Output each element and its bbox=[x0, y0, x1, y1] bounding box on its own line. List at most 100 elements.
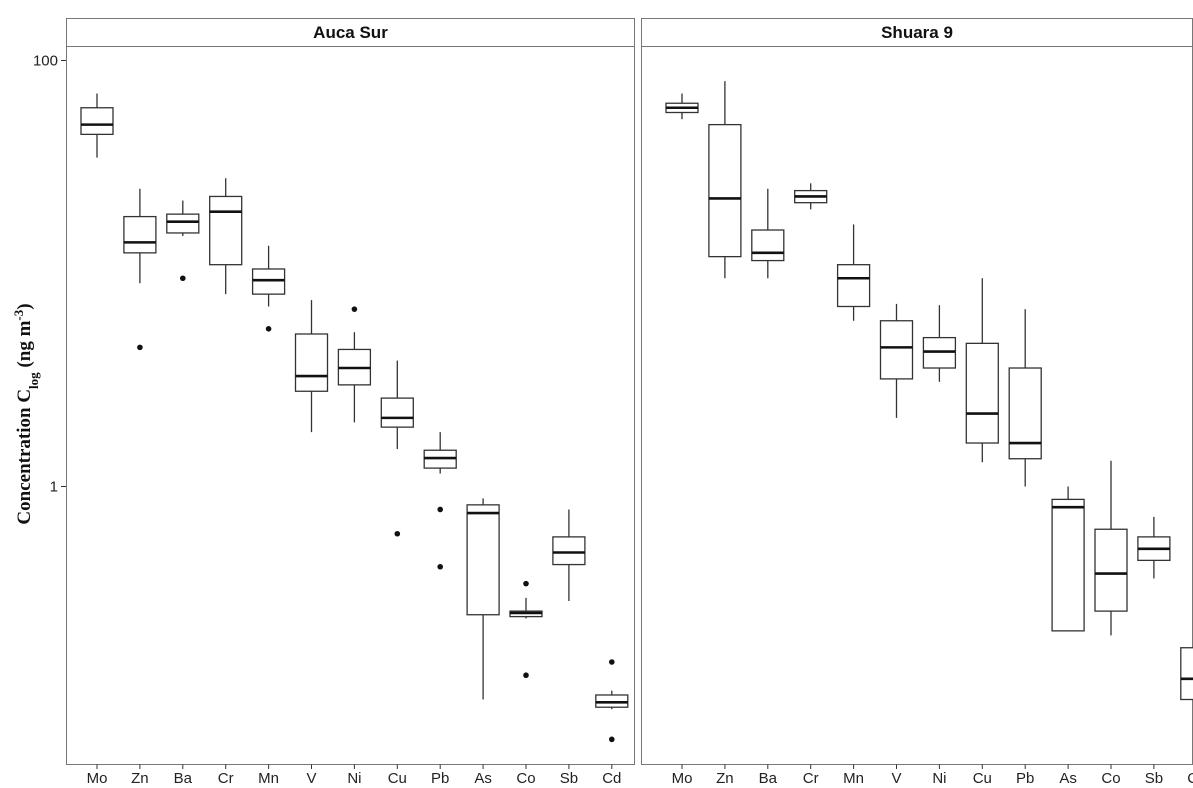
box-cr bbox=[209, 178, 243, 295]
panel-border bbox=[66, 46, 635, 765]
box-iqr bbox=[1094, 528, 1128, 612]
y-axis-label-subscript: log bbox=[26, 372, 41, 389]
outlier-point bbox=[265, 326, 272, 332]
box-zn bbox=[708, 81, 742, 279]
panel-boxes bbox=[665, 81, 1193, 701]
box-mo bbox=[80, 93, 114, 158]
box-ni bbox=[337, 306, 372, 423]
x-tick-label: Pb bbox=[431, 770, 449, 787]
x-tick-label: Ba bbox=[759, 770, 778, 787]
box-pb bbox=[423, 432, 457, 570]
outlier-point bbox=[523, 580, 529, 587]
y-axis-label: Concentration Clog (ng m-3) bbox=[11, 303, 41, 524]
panel-boxes bbox=[80, 93, 629, 743]
box-cd bbox=[595, 659, 629, 743]
x-tick-label: Mo bbox=[672, 770, 693, 787]
box-iqr bbox=[751, 229, 785, 262]
y-axis-label-prefix: Concentration C bbox=[14, 389, 35, 525]
box-as bbox=[466, 498, 500, 700]
outlier-point bbox=[437, 563, 444, 570]
box-sb bbox=[552, 509, 586, 602]
y-tick-label: 1 bbox=[50, 479, 58, 496]
outlier-point bbox=[137, 344, 143, 351]
y-axis-label-units-sup: -3 bbox=[11, 309, 26, 320]
panel-auca-sur: Auca Sur Mo Zn Ba Cr Mn V Ni Cu Pb As Co Sb Cd bbox=[66, 18, 635, 787]
box-iqr bbox=[123, 215, 157, 254]
box-cr bbox=[794, 183, 828, 210]
box-iqr bbox=[879, 320, 914, 380]
box-iqr bbox=[166, 213, 200, 234]
panel-title: Shuara 9 bbox=[881, 23, 953, 42]
x-tick-label: Sb bbox=[560, 770, 578, 787]
y-axis: 100 1 bbox=[33, 53, 66, 496]
x-tick-label: Pb bbox=[1016, 770, 1034, 787]
box-as bbox=[1051, 486, 1085, 632]
x-tick-label: Ba bbox=[174, 770, 193, 787]
outlier-point bbox=[437, 506, 444, 513]
box-iqr bbox=[380, 397, 414, 428]
box-v bbox=[294, 300, 329, 433]
box-iqr bbox=[466, 504, 500, 616]
box-v bbox=[879, 303, 914, 418]
x-tick-label: V bbox=[891, 770, 901, 787]
box-cu bbox=[965, 278, 999, 463]
box-iqr bbox=[294, 333, 329, 392]
box-cd bbox=[1180, 647, 1193, 701]
outlier-point bbox=[609, 659, 615, 665]
panel-title: Auca Sur bbox=[313, 23, 388, 42]
panel-strip bbox=[66, 18, 635, 47]
x-tick-label: Cd bbox=[602, 770, 621, 787]
panel-shuara-9: Shuara 9 Mo Zn Ba Cr Mn V Ni Cu Pb As Co Sb Cd bbox=[641, 18, 1193, 787]
y-axis-label-units-pre: (ng m bbox=[14, 320, 35, 372]
x-tick-label: Ni bbox=[932, 770, 946, 787]
x-tick-label: As bbox=[1059, 770, 1077, 787]
box-iqr bbox=[708, 123, 742, 258]
box-iqr bbox=[251, 268, 286, 295]
box-mo bbox=[665, 93, 699, 120]
x-tick-label: Ni bbox=[347, 770, 361, 787]
x-tick-label: Cr bbox=[803, 770, 819, 787]
outlier-point bbox=[523, 672, 529, 679]
box-ni bbox=[922, 305, 957, 382]
y-axis-label-text: Concentration Clog (ng m-3) bbox=[11, 303, 41, 524]
outlier-point bbox=[609, 736, 615, 743]
box-iqr bbox=[1180, 647, 1193, 701]
x-tick-label: Co bbox=[1101, 770, 1120, 787]
x-tick-label: Mn bbox=[843, 770, 864, 787]
box-zn bbox=[123, 188, 157, 351]
x-tick-label: Sb bbox=[1145, 770, 1163, 787]
x-tick-label: Mn bbox=[258, 770, 279, 787]
box-cu bbox=[380, 360, 414, 537]
box-mn bbox=[836, 224, 871, 321]
x-tick-label: Zn bbox=[716, 770, 734, 787]
x-tick-label: Cu bbox=[973, 770, 992, 787]
x-tick-label: Cu bbox=[388, 770, 407, 787]
outlier-point bbox=[394, 530, 401, 537]
box-co bbox=[509, 580, 543, 679]
box-iqr bbox=[552, 536, 586, 566]
x-tick-label: Mo bbox=[87, 770, 108, 787]
y-axis-label-units-post: ) bbox=[14, 303, 35, 309]
outlier-point bbox=[351, 306, 358, 312]
box-mn bbox=[251, 245, 286, 332]
y-tick-label: 100 bbox=[33, 53, 58, 70]
x-tick-label: V bbox=[306, 770, 316, 787]
box-iqr bbox=[1051, 498, 1085, 632]
x-tick-label: Cr bbox=[218, 770, 234, 787]
box-iqr bbox=[80, 107, 114, 136]
box-iqr bbox=[965, 342, 999, 444]
box-pb bbox=[1008, 309, 1042, 487]
box-ba bbox=[166, 200, 200, 282]
outlier-point bbox=[180, 275, 186, 282]
x-tick-label: Cd bbox=[1187, 770, 1193, 787]
box-iqr bbox=[209, 195, 243, 266]
box-ba bbox=[751, 188, 785, 279]
box-sb bbox=[1137, 516, 1171, 579]
box-co bbox=[1094, 460, 1128, 636]
x-tick-label: As bbox=[474, 770, 492, 787]
box-iqr bbox=[1008, 367, 1042, 460]
box-iqr bbox=[836, 264, 871, 308]
x-tick-label: Zn bbox=[131, 770, 149, 787]
